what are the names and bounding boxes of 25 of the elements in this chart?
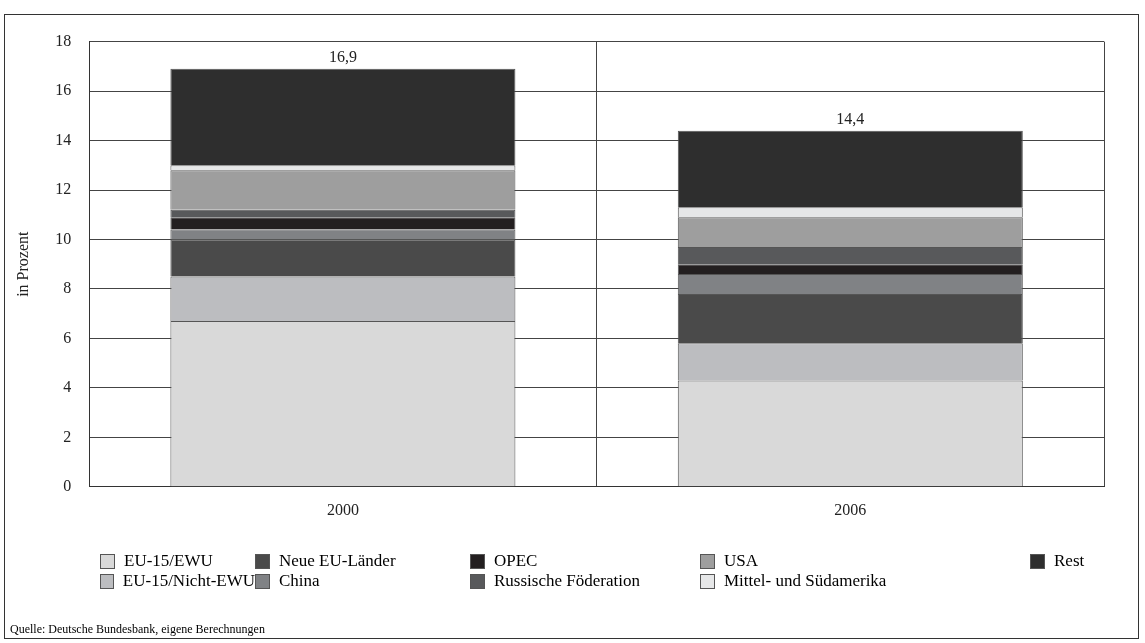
legend-label: Rest (1054, 551, 1085, 571)
y-tick-label: 12 (55, 180, 72, 198)
x-tick-label: 2000 (326, 500, 359, 518)
y-axis-title: in Prozent (13, 230, 31, 297)
y-tick-label: 10 (55, 229, 72, 247)
legend-label: EU-15/EWU (124, 551, 213, 571)
total-label: 16,9 (328, 48, 357, 66)
y-tick-label: 4 (63, 378, 72, 396)
legend-label: Neue EU-Länder (279, 551, 396, 571)
total-label: 14,4 (836, 109, 865, 127)
legend-label: OPEC (494, 551, 538, 571)
y-tick-label: 16 (55, 81, 72, 99)
y-tick-label: 6 (63, 328, 72, 346)
source-note: Quelle: Deutsche Bundesbank, eigene Berechnungen (10, 622, 265, 637)
legend-label: EU-15/Nicht-EWU (122, 571, 255, 591)
legend-label: Mittel- und Südamerika (724, 571, 887, 591)
y-tick-label: 2 (63, 427, 72, 445)
y-tick-label: 8 (63, 279, 72, 297)
y-tick-label: 14 (55, 130, 72, 148)
legend-label: China (279, 571, 320, 591)
legend-label: USA (724, 551, 759, 571)
legend-label: Russische Föderation (494, 571, 640, 591)
x-tick-label: 2006 (834, 500, 867, 518)
y-tick-label: 0 (63, 477, 72, 494)
y-tick-label: 18 (55, 31, 72, 49)
